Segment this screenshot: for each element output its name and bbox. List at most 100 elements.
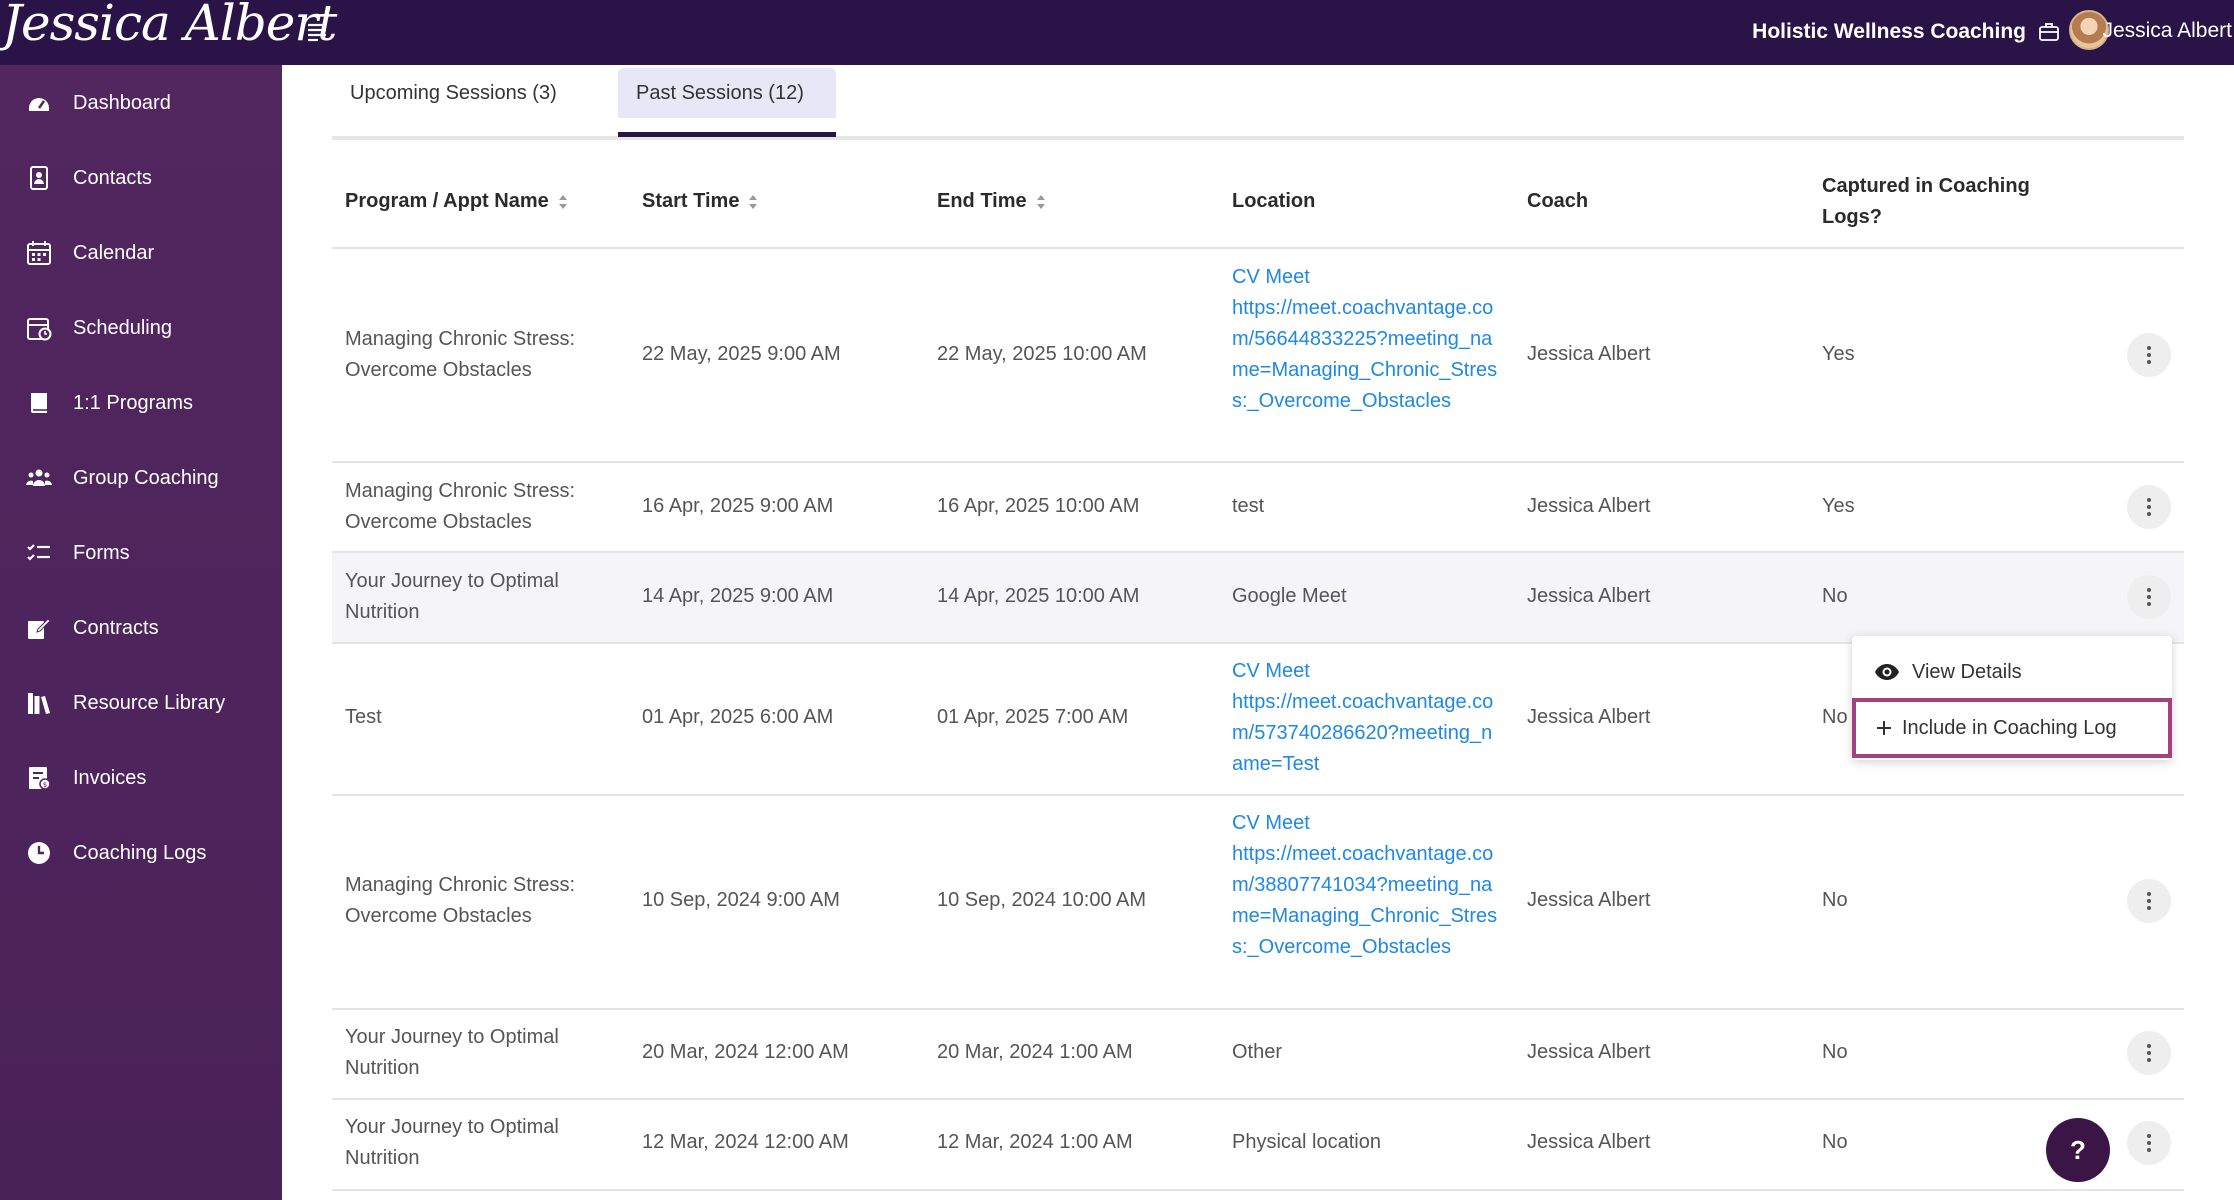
cell-location: test	[1232, 495, 1265, 517]
menu-item-label: View Details	[1912, 660, 2022, 683]
view-details-menu-item[interactable]: View Details	[1852, 646, 2172, 698]
cell-end-time: 12 Mar, 2024 1:00 AM	[937, 1131, 1133, 1153]
plus-icon	[1877, 721, 1891, 735]
divider	[332, 1189, 2184, 1191]
divider	[332, 1098, 2184, 1100]
cell-end-time: 22 May, 2025 10:00 AM	[937, 343, 1147, 365]
location-title: CV Meet	[1232, 660, 1310, 682]
avatar[interactable]	[2069, 10, 2109, 50]
tab-past-sessions[interactable]: Past Sessions (12)	[618, 68, 836, 118]
sidebar-item-label: Group Coaching	[73, 466, 219, 489]
row-actions-button[interactable]	[2127, 1121, 2171, 1165]
cell-end-time: 20 Mar, 2024 1:00 AM	[937, 1041, 1133, 1063]
divider	[332, 551, 2184, 553]
location-link[interactable]: CV Meet https://meet.coachvantage.com/573…	[1232, 656, 1502, 780]
cell-end-time: 01 Apr, 2025 7:00 AM	[937, 706, 1129, 728]
location-link[interactable]: CV Meet https://meet.coachvantage.com/566…	[1232, 262, 1502, 417]
cell-coach: Jessica Albert	[1527, 585, 1651, 607]
active-tab-indicator	[618, 132, 836, 137]
invoice-icon: $	[26, 765, 52, 791]
sidebar-item-label: Calendar	[73, 241, 155, 264]
more-vertical-icon	[2147, 346, 2151, 364]
sidebar-item-calendar[interactable]: Calendar	[0, 223, 282, 283]
top-bar: Jessica Albert Holistic Wellness Coachin…	[0, 0, 2234, 65]
switch-business-icon[interactable]	[2038, 21, 2060, 43]
scheduling-icon	[26, 315, 52, 341]
column-header-location: Location	[1232, 190, 1316, 212]
table-row	[332, 553, 2184, 642]
help-button[interactable]: ?	[2046, 1118, 2110, 1182]
sidebar-item-label: Contacts	[73, 166, 152, 189]
cell-end-time: 14 Apr, 2025 10:00 AM	[937, 585, 1140, 607]
column-header-label: Start Time	[642, 190, 740, 212]
sort-icon[interactable]	[557, 193, 569, 211]
cell-start-time: 01 Apr, 2025 6:00 AM	[642, 706, 834, 728]
contacts-icon	[26, 165, 52, 191]
sidebar-item-coaching-logs[interactable]: Coaching Logs	[0, 823, 282, 883]
location-link[interactable]: CV Meet https://meet.coachvantage.com/388…	[1232, 808, 1502, 963]
sidebar-item-label: Coaching Logs	[73, 841, 207, 864]
sidebar-item-programs[interactable]: 1:1 Programs	[0, 373, 282, 433]
column-header-end-time[interactable]: End Time	[937, 186, 1047, 217]
cell-name: Your Journey to Optimal Nutrition	[345, 1116, 559, 1169]
menu-toggle-icon[interactable]	[305, 20, 329, 44]
sidebar-item-label: Scheduling	[73, 316, 172, 339]
sidebar-item-invoices[interactable]: $ Invoices	[0, 748, 282, 808]
include-in-coaching-log-menu-item[interactable]: Include in Coaching Log	[1852, 698, 2172, 758]
more-vertical-icon	[2147, 498, 2151, 516]
sidebar-item-contracts[interactable]: Contracts	[0, 598, 282, 658]
cell-captured: No	[1822, 1041, 1848, 1063]
group-icon	[26, 465, 52, 491]
cell-captured: No	[1822, 585, 1848, 607]
sidebar-item-label: Forms	[73, 541, 130, 564]
contract-sign-icon	[26, 615, 52, 641]
sidebar-item-forms[interactable]: Forms	[0, 523, 282, 583]
tab-upcoming-sessions[interactable]: Upcoming Sessions (3)	[350, 81, 557, 104]
column-header-start-time[interactable]: Start Time	[642, 186, 759, 217]
sidebar-item-label: Resource Library	[73, 691, 226, 714]
sort-icon[interactable]	[747, 193, 759, 211]
sidebar: Dashboard Contacts Calendar Scheduling 1…	[0, 65, 282, 1200]
sidebar-item-label: Dashboard	[73, 91, 171, 114]
cell-start-time: 20 Mar, 2024 12:00 AM	[642, 1041, 849, 1063]
cell-coach: Jessica Albert	[1527, 495, 1651, 517]
row-actions-button[interactable]	[2127, 575, 2171, 619]
cell-name: Managing Chronic Stress: Overcome Obstac…	[345, 874, 576, 927]
sidebar-item-label: 1:1 Programs	[73, 391, 194, 414]
divider	[332, 1008, 2184, 1010]
sort-icon[interactable]	[1035, 193, 1047, 211]
cell-captured: No	[1822, 1131, 1848, 1153]
cell-name: Managing Chronic Stress: Overcome Obstac…	[345, 328, 576, 381]
cell-location: Google Meet	[1232, 585, 1347, 607]
user-name[interactable]: Jessica Albert	[2102, 19, 2232, 42]
checklist-icon	[26, 540, 52, 566]
book-icon	[26, 390, 52, 416]
location-url: https://meet.coachvantage.com/5737402866…	[1232, 691, 1494, 775]
location-url: https://meet.coachvantage.com/5664483322…	[1232, 297, 1498, 412]
sidebar-item-contacts[interactable]: Contacts	[0, 148, 282, 208]
cell-captured: Yes	[1822, 495, 1855, 517]
sidebar-item-resource-library[interactable]: Resource Library	[0, 673, 282, 733]
cell-name: Your Journey to Optimal Nutrition	[345, 1026, 559, 1079]
sidebar-item-dashboard[interactable]: Dashboard	[0, 73, 282, 133]
sidebar-item-scheduling[interactable]: Scheduling	[0, 298, 282, 358]
clock-icon	[26, 840, 52, 866]
calendar-icon	[26, 240, 52, 266]
session-tabs: Upcoming Sessions (3) Past Sessions (12)	[332, 65, 2184, 140]
more-vertical-icon	[2147, 588, 2151, 606]
column-header-name[interactable]: Program / Appt Name	[345, 186, 569, 217]
divider	[332, 461, 2184, 463]
sidebar-item-group-coaching[interactable]: Group Coaching	[0, 448, 282, 508]
row-actions-button[interactable]	[2127, 1031, 2171, 1075]
column-header-captured: Captured in Coaching Logs?	[1822, 175, 2030, 228]
row-actions-button[interactable]	[2127, 879, 2171, 923]
divider	[332, 247, 2184, 249]
cell-coach: Jessica Albert	[1527, 889, 1651, 911]
cell-captured: Yes	[1822, 343, 1855, 365]
row-actions-button[interactable]	[2127, 485, 2171, 529]
library-icon	[26, 690, 52, 716]
row-actions-button[interactable]	[2127, 333, 2171, 377]
brand-logo[interactable]: Jessica Albert	[2, 0, 337, 52]
more-vertical-icon	[2147, 1134, 2151, 1152]
cell-location: Other	[1232, 1041, 1283, 1063]
